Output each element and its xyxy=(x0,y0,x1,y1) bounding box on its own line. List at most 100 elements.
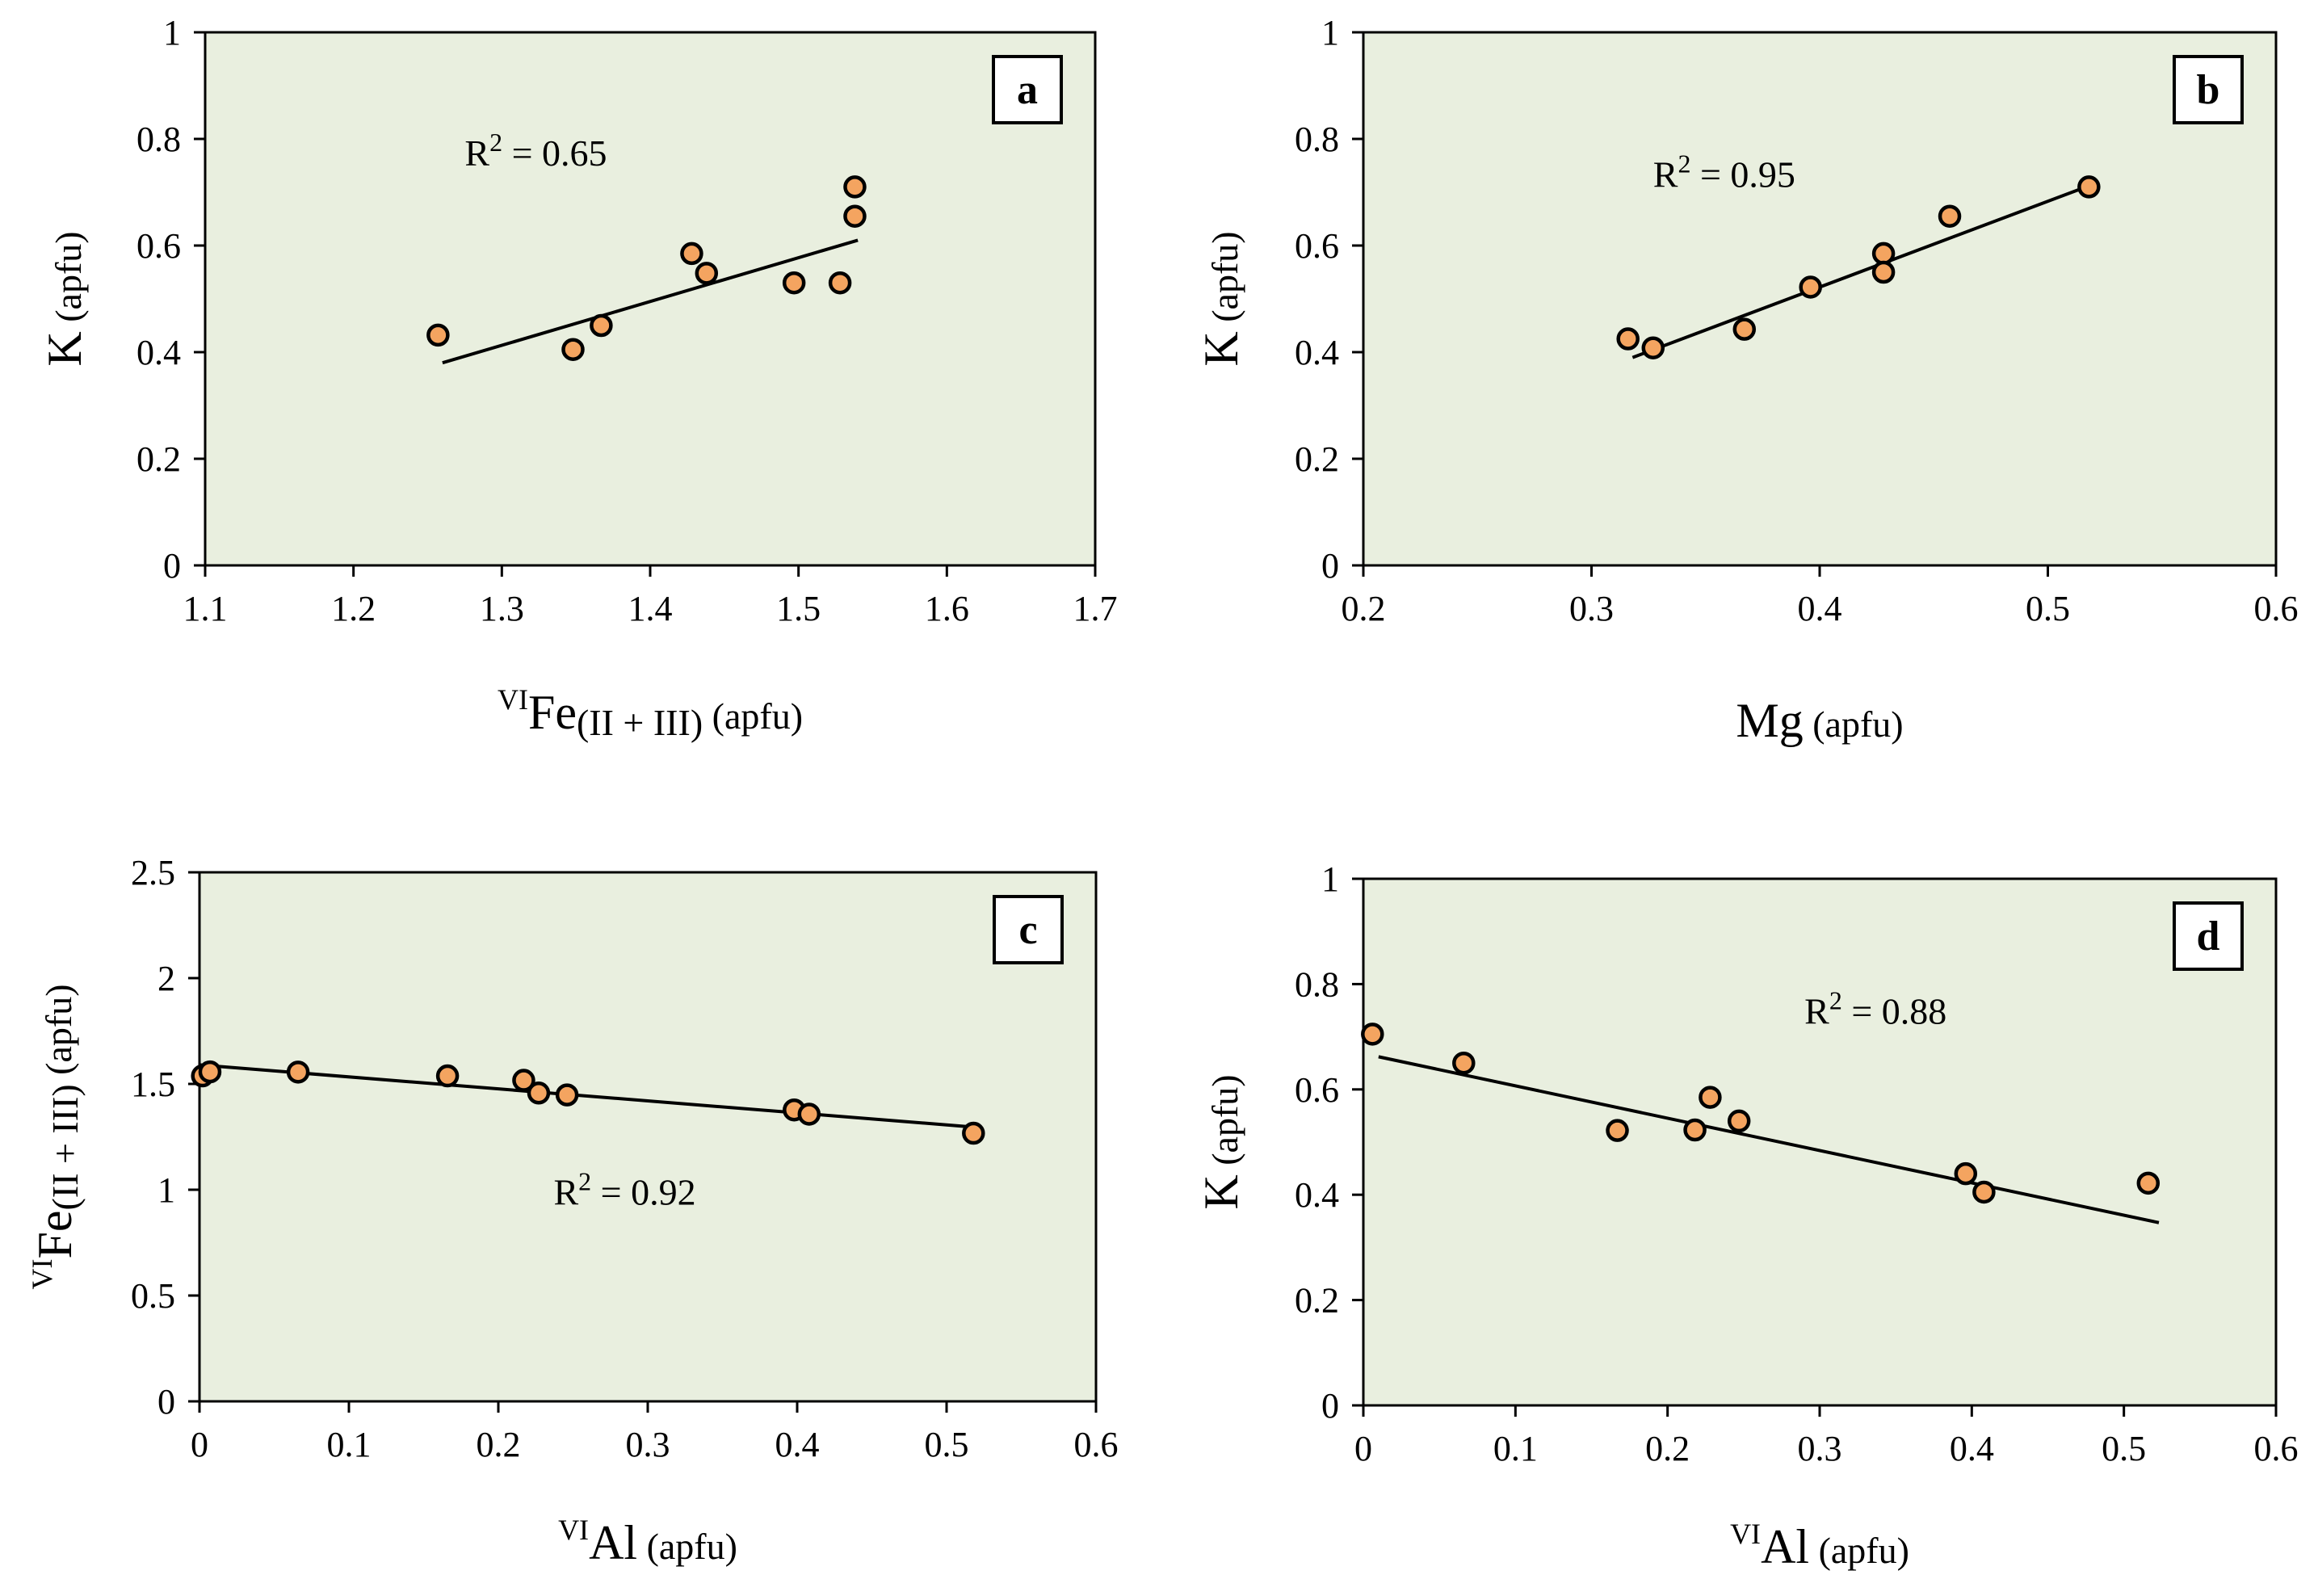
r2-superscript: 2 xyxy=(489,128,502,157)
x-tick-label: 0.2 xyxy=(477,1425,521,1464)
chart-panel-a: 0 0.2 0.4 0.6 0.8 1 1.1 1.2 1.3 1.4 1.5 1.6 1.7 R2 = … xyxy=(38,13,1118,743)
data-point xyxy=(1683,1118,1707,1142)
r2-annotation: R2 = 0.88 xyxy=(1804,985,1946,1031)
data-point xyxy=(843,204,867,228)
y-tick-label: 1 xyxy=(163,13,181,52)
trendline xyxy=(1378,1055,2160,1224)
y-axis-title-unit: (apfu) xyxy=(48,231,89,331)
x-tick-label: 0.1 xyxy=(327,1425,372,1464)
data-point xyxy=(680,242,703,266)
r2-annotation: R2 = 0.92 xyxy=(553,1166,695,1212)
panel-label: b xyxy=(2197,67,2220,113)
y-axis-title-sup: VI xyxy=(26,1259,58,1290)
data-point xyxy=(590,313,613,338)
y-axis-title-unit: (apfu) xyxy=(38,984,79,1084)
data-point xyxy=(1799,275,1822,299)
y-tick-label: 0.2 xyxy=(1295,1281,1339,1321)
y-axis-title: K (apfu) xyxy=(1195,231,1248,366)
x-tick-label: 0.3 xyxy=(626,1425,670,1464)
data-point xyxy=(512,1069,535,1092)
y-tick-label: 0.2 xyxy=(1295,439,1339,479)
r2-value: = 0.65 xyxy=(502,132,607,174)
x-axis-title-unit: (apfu) xyxy=(1804,704,1904,745)
x-tick-label: 0 xyxy=(1354,1429,1372,1468)
y-axis-title-unit: (apfu) xyxy=(1204,1074,1245,1174)
y-tick-label: 0 xyxy=(163,546,181,586)
x-axis-title: VIAl (apfu) xyxy=(558,1514,737,1569)
x-tick-label: 0.6 xyxy=(2254,589,2299,628)
x-axis-title-unit: (apfu) xyxy=(703,695,803,737)
x-axis-title: Mg (apfu) xyxy=(1736,694,1903,747)
r2-annotation: R2 = 0.65 xyxy=(464,128,607,174)
r2-annotation: R2 = 0.95 xyxy=(1653,149,1795,195)
y-axis-title-main: Fe xyxy=(28,1211,82,1259)
x-axis-title-main: Fe xyxy=(528,686,577,739)
panel-label: d xyxy=(2197,914,2220,960)
x-axis-title-unit: (apfu) xyxy=(1809,1530,1909,1571)
x-tick-label: 0.6 xyxy=(2254,1429,2299,1468)
panel-label-box xyxy=(993,895,1064,964)
data-point xyxy=(2136,1171,2161,1195)
y-axis-title-main: K xyxy=(1195,1174,1248,1209)
y-tick-label: 0.8 xyxy=(1295,120,1339,159)
x-axis-title: VIAl (apfu) xyxy=(1730,1518,1909,1573)
x-tick-label: 1.4 xyxy=(628,589,673,628)
x-tick-label: 0.2 xyxy=(1645,1429,1690,1468)
y-tick-label: 0.5 xyxy=(131,1276,175,1316)
r2-value: = 0.92 xyxy=(591,1171,695,1212)
data-point xyxy=(1954,1161,1978,1186)
data-point xyxy=(1616,327,1640,351)
data-point xyxy=(561,338,585,361)
data-point xyxy=(2077,175,2101,199)
y-tick-label: 2.5 xyxy=(131,853,175,892)
y-axis-title: VIFe(II + III) (apfu) xyxy=(26,984,86,1289)
panel-label: a xyxy=(1017,67,1038,113)
data-point xyxy=(435,1064,460,1088)
data-point xyxy=(426,323,450,347)
data-point xyxy=(1606,1119,1629,1142)
x-tick-label: 0.4 xyxy=(775,1425,820,1464)
data-point xyxy=(695,262,719,285)
x-tick-label: 0.4 xyxy=(1798,589,1842,628)
data-point xyxy=(555,1083,579,1107)
x-tick-label: 0.2 xyxy=(1342,589,1386,628)
data-point xyxy=(1452,1051,1476,1075)
panel-label-box xyxy=(2173,55,2244,124)
y-tick-label: 0 xyxy=(1321,1386,1339,1426)
r2-superscript: 2 xyxy=(1829,985,1842,1014)
y-tick-label: 0.8 xyxy=(136,120,181,159)
y-axis-title-unit: (apfu) xyxy=(1204,231,1245,331)
r2-label: R xyxy=(553,1171,578,1212)
r2-label: R xyxy=(1804,990,1829,1031)
data-point xyxy=(1641,336,1665,359)
plot-area xyxy=(1362,31,2278,567)
y-axis-title: K (apfu) xyxy=(38,231,91,366)
r2-value: = 0.95 xyxy=(1690,153,1795,195)
plot-area xyxy=(1362,877,2278,1407)
panel-label: c xyxy=(1018,907,1037,953)
y-tick-label: 0 xyxy=(1321,546,1339,586)
x-tick-label: 0.3 xyxy=(1569,589,1614,628)
data-point xyxy=(1732,317,1757,341)
chart-panel-b: 00.20.40.60.810.2 0.3 0.4 0.5 0.6R2 = 0.95bM… xyxy=(1195,13,2299,747)
y-tick-label: 1.5 xyxy=(131,1065,175,1104)
x-axis-title-sub: (II + III) xyxy=(577,702,703,743)
r2-superscript: 2 xyxy=(1678,149,1690,178)
data-point xyxy=(286,1060,310,1084)
x-axis-title-main: Mg xyxy=(1736,694,1803,747)
x-axis-title-unit: (apfu) xyxy=(637,1526,737,1567)
chart-panel-c: 00.511.522.50 0.1 0.2 0.3 0.4 0.5 0.6R2 = 0.92… xyxy=(26,853,1119,1569)
y-axis-title-sub: (II + III) xyxy=(44,1084,86,1210)
y-axis-title-main: K xyxy=(1195,331,1248,366)
data-point xyxy=(1871,242,1896,266)
x-axis-title-main: Al xyxy=(589,1516,637,1569)
y-tick-label: 0.8 xyxy=(1295,964,1339,1004)
x-tick-label: 1.7 xyxy=(1073,589,1118,628)
data-point xyxy=(782,271,806,295)
plot-area xyxy=(198,871,1098,1403)
y-tick-label: 1 xyxy=(1321,13,1339,52)
y-axis-title-main: K xyxy=(38,331,91,366)
x-tick-label: 0.4 xyxy=(1950,1429,1994,1468)
data-point xyxy=(1972,1180,1996,1204)
